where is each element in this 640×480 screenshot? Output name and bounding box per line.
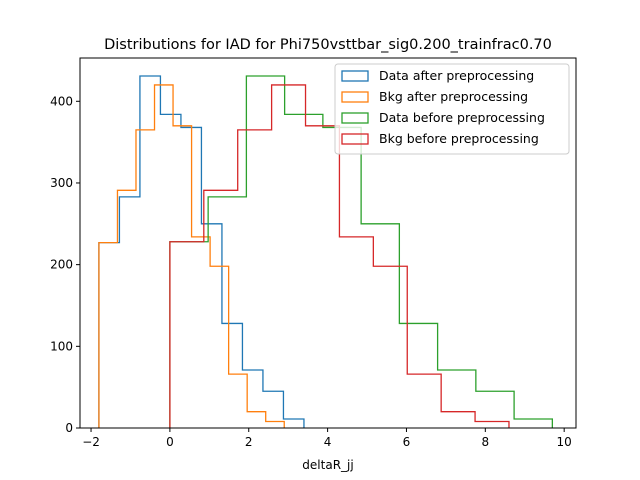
series-4-step-outline (169, 84, 510, 428)
y-tick-label: 300 (50, 176, 73, 190)
x-tick-label: 8 (481, 435, 489, 449)
legend: Data after preprocessing Bkg after prepro… (334, 63, 570, 155)
series-1-step-outline (98, 75, 305, 428)
chart-title: Distributions for IAD for Phi750vsttbar_… (104, 37, 552, 53)
legend-swatch (341, 91, 369, 103)
series-3-step-outline (169, 75, 553, 428)
x-tick-label: 0 (166, 435, 174, 449)
x-tick-label: 2 (245, 435, 253, 449)
x-tick-label: −2 (82, 435, 100, 449)
series-2-step-outline (98, 84, 285, 428)
legend-entry-label: Data before preprocessing (379, 110, 545, 125)
histogram-series (98, 75, 553, 428)
x-tick-label: 4 (324, 435, 332, 449)
plot-frame (79, 57, 577, 429)
x-axis-label: deltaR_jj (302, 458, 353, 472)
y-tick-label: 200 (50, 258, 73, 272)
legend-swatch (341, 70, 369, 82)
legend-entry-label: Bkg after preprocessing (379, 89, 528, 104)
legend-swatch (341, 133, 369, 145)
legend-box (334, 63, 570, 155)
y-tick-label: 0 (65, 421, 73, 435)
legend-entry-label: Bkg before preprocessing (379, 131, 539, 146)
x-tick-label: 10 (557, 435, 572, 449)
legend-entry-label: Data after preprocessing (379, 68, 534, 83)
legend-swatch (341, 112, 369, 124)
y-tick-label: 100 (50, 339, 73, 353)
y-tick-label: 400 (50, 94, 73, 108)
x-tick-label: 6 (403, 435, 411, 449)
